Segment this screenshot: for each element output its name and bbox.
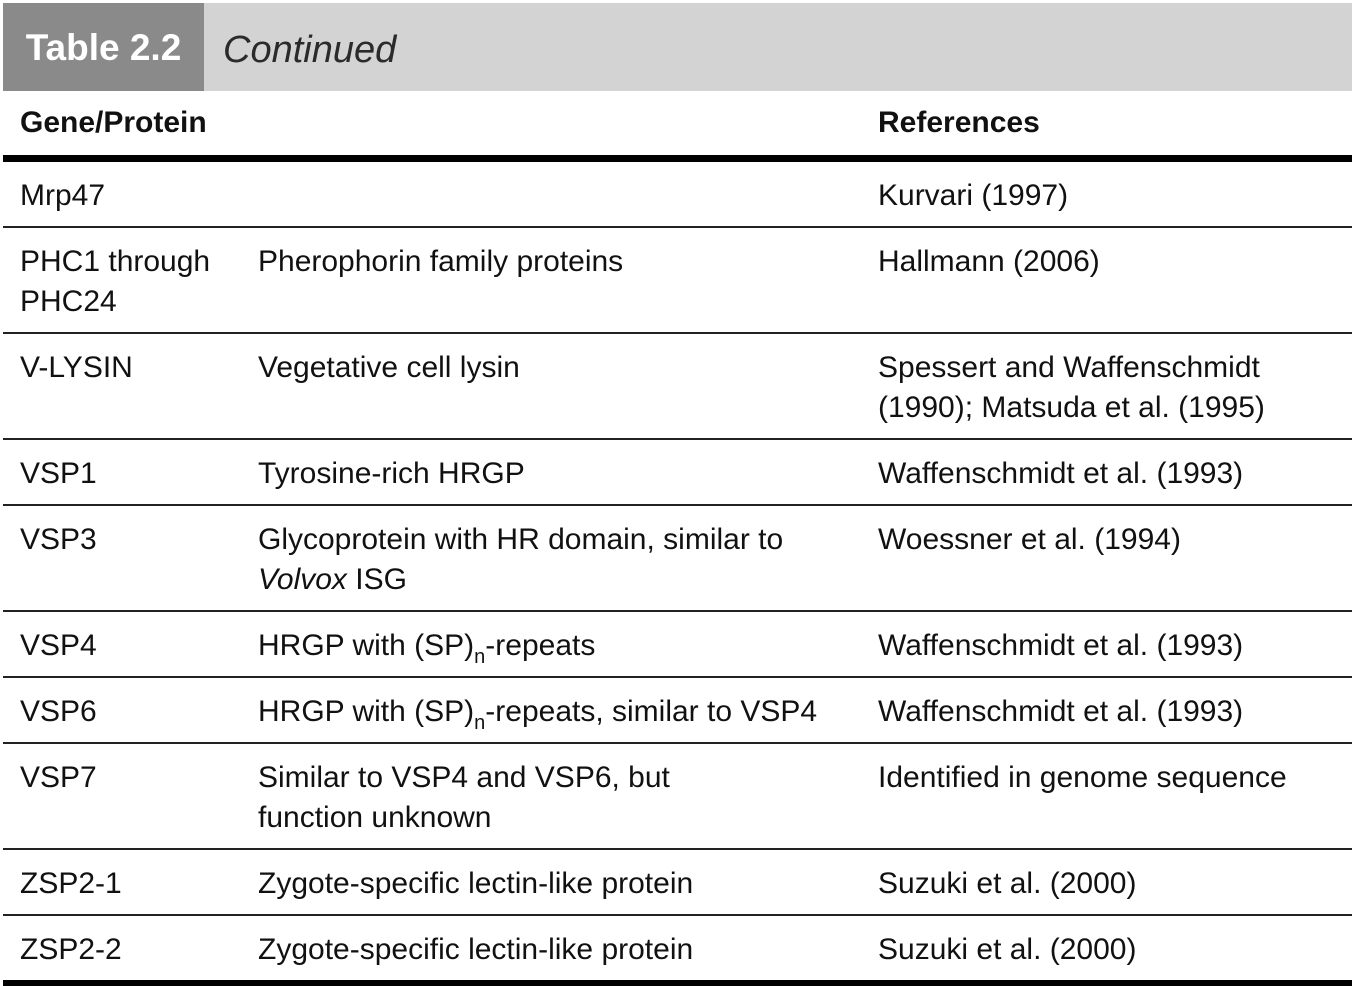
description-cell (241, 158, 861, 228)
table-row: ZSP2-1 Zygote-specific lectin-like prote… (3, 849, 1352, 916)
table-row: VSP4 HRGP with (SP)n-repeats Waffenschmi… (3, 611, 1352, 678)
description-tail-text: -repeats, similar to VSP4 (485, 695, 818, 728)
description-cell: Zygote-specific lectin-like protein (241, 915, 861, 986)
references-cell: Spessert and Waffenschmidt (1990); Matsu… (861, 333, 1352, 440)
description-text: HRGP with (SP) (258, 629, 475, 662)
gene-cell: ZSP2-1 (3, 849, 241, 916)
gene-cell: VSP3 (3, 505, 241, 612)
description-cell: HRGP with (SP)n-repeats (241, 611, 861, 678)
description-cell: Tyrosine-rich HRGP (241, 439, 861, 506)
description-tail-text: -repeats (485, 629, 596, 662)
table-header-row: Gene/Protein References (3, 91, 1352, 162)
references-cell: Waffenschmidt et al. (1993) (861, 439, 1352, 506)
references-cell: Hallmann (2006) (861, 227, 1352, 334)
gene-cell: VSP7 (3, 743, 241, 850)
references-cell: Woessner et al. (1994) (861, 505, 1352, 612)
gene-cell: VSP4 (3, 611, 241, 678)
gene-cell: V-LYSIN (3, 333, 241, 440)
description-italic-text: Volvox (258, 563, 347, 596)
description-cell: Pherophorin family proteins (241, 227, 861, 334)
references-cell: Waffenschmidt et al. (1993) (861, 611, 1352, 678)
description-text: HRGP with (SP) (258, 695, 475, 728)
table-row: VSP7 Similar to VSP4 and VSP6, but funct… (3, 743, 1352, 850)
subscript-n: n (474, 646, 486, 668)
description-cell: Glycoprotein with HR domain, similar to V… (241, 505, 861, 612)
description-text: Glycoprotein with HR domain, similar to (258, 523, 784, 556)
table-banner: Table 2.2 Continued (3, 3, 1352, 91)
table-row: VSP6 HRGP with (SP)n-repeats, similar to… (3, 677, 1352, 744)
references-cell: Waffenschmidt et al. (1993) (861, 677, 1352, 744)
subscript-n: n (474, 712, 486, 734)
description-tail-text: ISG (346, 563, 407, 596)
gene-protein-table: Gene/Protein References Mrp47 Kurvari (1… (3, 91, 1352, 986)
gene-cell: PHC1 through PHC24 (3, 227, 241, 334)
table-row: ZSP2-2 Zygote-specific lectin-like prote… (3, 915, 1352, 986)
gene-cell: Mrp47 (3, 158, 241, 228)
gene-cell: VSP6 (3, 677, 241, 744)
description-cell: Vegetative cell lysin (241, 333, 861, 440)
table-number: Table 2.2 (3, 3, 204, 91)
description-cell: HRGP with (SP)n-repeats, similar to VSP4 (241, 677, 861, 744)
gene-cell: VSP1 (3, 439, 241, 506)
table-row: VSP1 Tyrosine-rich HRGP Waffenschmidt et… (3, 439, 1352, 506)
table-row: VSP3 Glycoprotein with HR domain, simila… (3, 505, 1352, 612)
references-cell: Identified in genome sequence (861, 743, 1352, 850)
description-cell: Similar to VSP4 and VSP6, but function u… (241, 743, 861, 850)
table-row: Mrp47 Kurvari (1997) (3, 158, 1352, 228)
references-cell: Suzuki et al. (2000) (861, 915, 1352, 986)
description-cell: Zygote-specific lectin-like protein (241, 849, 861, 916)
table-continued-label: Continued (223, 29, 397, 71)
column-header-gene: Gene/Protein (3, 91, 241, 162)
gene-cell: ZSP2-2 (3, 915, 241, 986)
table-row: V-LYSIN Vegetative cell lysin Spessert a… (3, 333, 1352, 440)
column-header-references: References (861, 91, 1352, 162)
references-cell: Kurvari (1997) (861, 158, 1352, 228)
table-row: PHC1 through PHC24 Pherophorin family pr… (3, 227, 1352, 334)
column-header-description (241, 91, 861, 162)
references-cell: Suzuki et al. (2000) (861, 849, 1352, 916)
